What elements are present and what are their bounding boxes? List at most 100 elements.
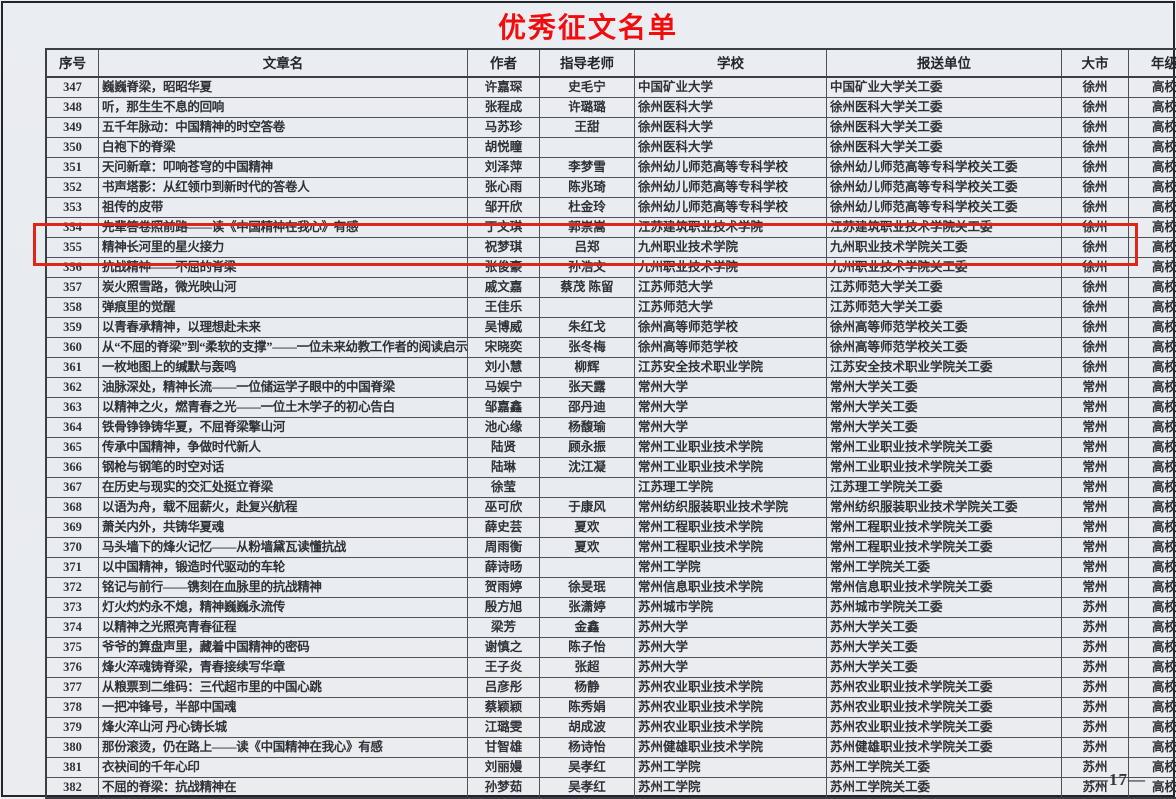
cell-title: 听，那生生不息的回响	[99, 98, 468, 118]
cell-no: 357	[46, 278, 99, 298]
cell-grade: 高校	[1129, 98, 1176, 118]
cell-author: 王子炎	[468, 658, 540, 678]
cell-advisor: 徐旻珉	[540, 578, 635, 598]
cell-city: 徐州	[1062, 158, 1129, 178]
cell-unit: 九州职业技术学院关工委	[827, 238, 1062, 258]
header-grade: 年级	[1129, 49, 1176, 77]
cell-title: 先辈答卷照前路——读《中国精神在我心》有感	[99, 218, 468, 238]
header-school: 学校	[635, 49, 827, 77]
cell-title: 巍巍脊梁，昭昭华夏	[99, 77, 468, 98]
table-header-row: 序号 文章名 作者 指导老师 学校 报送单位 大市 年级	[46, 49, 1176, 77]
cell-title: 天问新章：叩响苍穹的中国精神	[99, 158, 468, 178]
cell-author: 刘丽嫚	[468, 758, 540, 778]
cell-grade: 高校	[1129, 618, 1176, 638]
cell-advisor	[540, 138, 635, 158]
cell-no: 360	[46, 338, 99, 358]
cell-advisor: 李梦雪	[540, 158, 635, 178]
header-advisor: 指导老师	[540, 49, 635, 77]
cell-no: 363	[46, 398, 99, 418]
cell-unit: 常州工业职业技术学院关工委	[827, 458, 1062, 478]
cell-city: 苏州	[1062, 658, 1129, 678]
cell-title: 以精神之火，燃青春之光——一位土木学子的初心告白	[99, 398, 468, 418]
cell-grade: 高校	[1129, 518, 1176, 538]
cell-school: 徐州幼儿师范高等专科学校	[635, 198, 827, 218]
cell-title: 白袍下的脊梁	[99, 138, 468, 158]
header-unit: 报送单位	[827, 49, 1062, 77]
cell-city: 苏州	[1062, 738, 1129, 758]
cell-city: 常州	[1062, 398, 1129, 418]
cell-school: 苏州城市学院	[635, 598, 827, 618]
cell-grade: 高校	[1129, 438, 1176, 458]
cell-author: 宋晓奕	[468, 338, 540, 358]
cell-city: 徐州	[1062, 258, 1129, 278]
cell-city: 徐州	[1062, 138, 1129, 158]
cell-unit: 常州信息职业技术学院关工委	[827, 578, 1062, 598]
cell-unit: 徐州幼儿师范高等专科学校关工委	[827, 178, 1062, 198]
cell-title: 灯火灼灼永不熄，精神巍巍永流传	[99, 598, 468, 618]
cell-unit: 常州大学关工委	[827, 378, 1062, 398]
cell-no: 370	[46, 538, 99, 558]
cell-author: 王佳乐	[468, 298, 540, 318]
cell-unit: 苏州工学院关工委	[827, 758, 1062, 778]
cell-author: 许嘉琛	[468, 77, 540, 98]
cell-author: 张程成	[468, 98, 540, 118]
cell-school: 常州工业职业技术学院	[635, 438, 827, 458]
cell-no: 367	[46, 478, 99, 498]
cell-no: 350	[46, 138, 99, 158]
cell-author: 周雨衡	[468, 538, 540, 558]
cell-author: 陆贤	[468, 438, 540, 458]
cell-grade: 高校	[1129, 678, 1176, 698]
cell-title: 一把冲锋号，半部中国魂	[99, 698, 468, 718]
cell-city: 苏州	[1062, 598, 1129, 618]
cell-unit: 常州工业职业技术学院关工委	[827, 438, 1062, 458]
cell-grade: 高校	[1129, 158, 1176, 178]
cell-school: 苏州大学	[635, 618, 827, 638]
cell-no: 381	[46, 758, 99, 778]
cell-advisor: 夏欢	[540, 538, 635, 558]
cell-city: 徐州	[1062, 218, 1129, 238]
cell-no: 354	[46, 218, 99, 238]
cell-advisor: 陈子怡	[540, 638, 635, 658]
cell-author: 孙梦茹	[468, 778, 540, 799]
cell-title: 抗战精神——不屈的脊梁	[99, 258, 468, 278]
cell-unit: 苏州大学关工委	[827, 618, 1062, 638]
cell-advisor: 杨诗怡	[540, 738, 635, 758]
cell-school: 苏州农业职业技术学院	[635, 718, 827, 738]
cell-title: 以中国精神，锻造时代驱动的车轮	[99, 558, 468, 578]
cell-school: 徐州医科大学	[635, 98, 827, 118]
cell-advisor: 胡成波	[540, 718, 635, 738]
cell-author: 池心缘	[468, 418, 540, 438]
cell-city: 徐州	[1062, 318, 1129, 338]
cell-unit: 江苏理工学院关工委	[827, 478, 1062, 498]
cell-school: 苏州健雄职业技术学院	[635, 738, 827, 758]
cell-unit: 徐州幼儿师范高等专科学校关工委	[827, 158, 1062, 178]
cell-grade: 高校	[1129, 538, 1176, 558]
cell-city: 徐州	[1062, 118, 1129, 138]
cell-title: 祖传的皮带	[99, 198, 468, 218]
cell-grade: 高校	[1129, 338, 1176, 358]
cell-author: 邹开欣	[468, 198, 540, 218]
cell-title: 精神长河里的星火接力	[99, 238, 468, 258]
cell-grade: 高校	[1129, 258, 1176, 278]
cell-no: 366	[46, 458, 99, 478]
cell-school: 常州工程职业技术学院	[635, 538, 827, 558]
header-city: 大市	[1062, 49, 1129, 77]
cell-grade: 高校	[1129, 118, 1176, 138]
cell-unit: 九州职业技术学院关工委	[827, 258, 1062, 278]
cell-no: 348	[46, 98, 99, 118]
cell-unit: 常州大学关工委	[827, 418, 1062, 438]
cell-title: 马头墙下的烽火记忆——从粉墙黛瓦读懂抗战	[99, 538, 468, 558]
cell-city: 徐州	[1062, 358, 1129, 378]
